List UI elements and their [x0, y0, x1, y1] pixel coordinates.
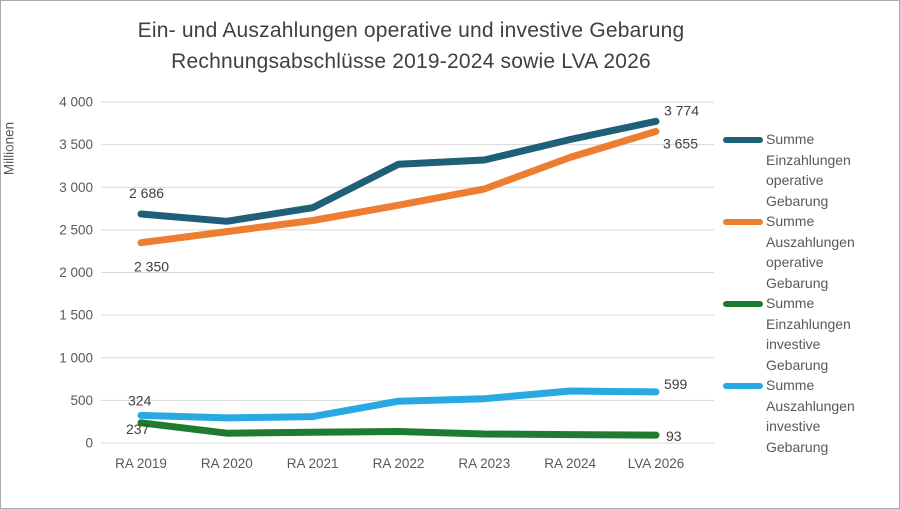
legend-swatch [723, 219, 763, 225]
series-line [137, 117, 660, 225]
y-tick-label: 1 500 [59, 308, 93, 323]
data-label: 2 686 [129, 185, 164, 201]
x-tick-label: RA 2024 [544, 456, 596, 471]
data-label: 599 [664, 376, 688, 392]
x-tick-label: RA 2023 [458, 456, 510, 471]
series-line [137, 387, 660, 422]
legend-item: Summe Einzahlungen investive Gebarung [723, 293, 893, 375]
y-tick-label: 4 000 [59, 95, 93, 110]
data-label: 93 [666, 428, 682, 444]
legend-label: Summe Einzahlungen operative Gebarung [766, 131, 851, 209]
legend-item: Summe Auszahlungen operative Gebarung [723, 211, 893, 293]
y-tick-label: 0 [85, 436, 93, 451]
legend-label: Summe Auszahlungen investive Gebarung [766, 377, 855, 455]
y-tick-label: 2 500 [59, 222, 93, 237]
x-tick-label: RA 2022 [373, 456, 425, 471]
x-tick-label: RA 2020 [201, 456, 253, 471]
legend-item: Summe Einzahlungen operative Gebarung [723, 129, 893, 211]
data-label: 2 350 [134, 259, 169, 275]
y-tick-label: 1 000 [59, 350, 93, 365]
x-tick-label: LVA 2026 [628, 456, 685, 471]
series-line [137, 127, 660, 247]
data-label: 237 [126, 421, 150, 437]
series-line [137, 419, 660, 439]
y-tick-label: 3 500 [59, 137, 93, 152]
legend-swatch [723, 383, 763, 389]
legend: Summe Einzahlungen operative Gebarung Sum… [723, 129, 893, 457]
y-tick-label: 3 000 [59, 180, 93, 195]
y-tick-label: 2 000 [59, 265, 93, 280]
legend-item: Summe Auszahlungen investive Gebarung [723, 375, 893, 457]
x-tick-label: RA 2019 [115, 456, 167, 471]
chart-title-line1: Ein- und Auszahlungen operative und inve… [137, 19, 685, 42]
legend-swatch [723, 137, 763, 143]
y-tick-label: 500 [70, 393, 93, 408]
data-label: 324 [128, 392, 152, 408]
legend-label: Summe Einzahlungen investive Gebarung [766, 295, 851, 373]
chart-title-line2: Rechnungsabschlüsse 2019-2024 sowie LVA … [171, 50, 651, 73]
data-label: 3 655 [663, 135, 698, 151]
data-label: 3 774 [664, 102, 699, 118]
legend-label: Summe Auszahlungen operative Gebarung [766, 213, 855, 291]
chart-title: Ein- und Auszahlungen operative und inve… [91, 15, 731, 77]
x-tick-label: RA 2021 [287, 456, 339, 471]
legend-swatch [723, 301, 763, 307]
